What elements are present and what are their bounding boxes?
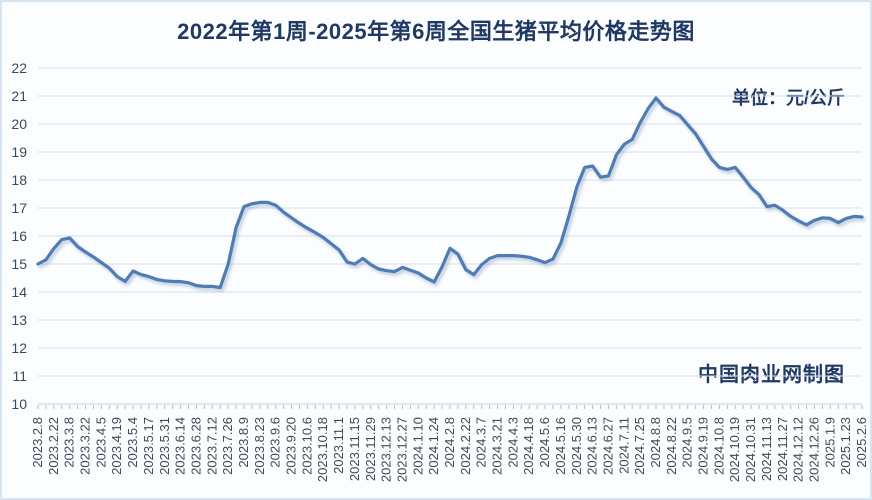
watermark-credit: 中国肉业网制图 <box>698 364 845 386</box>
y-axis-label: 16 <box>11 228 27 244</box>
x-axis-label: 2024.2.22 <box>458 417 473 475</box>
x-axis-label: 2024.7.25 <box>632 417 647 475</box>
y-axis-label: 18 <box>11 172 27 188</box>
x-axis-label: 2024.2.8 <box>442 417 457 468</box>
x-axis-label: 2024.1.10 <box>410 417 425 475</box>
unit-label: 单位：元/公斤 <box>731 88 845 108</box>
x-axis-label: 2023.8.23 <box>252 417 267 475</box>
x-axis-label: 2023.5.17 <box>141 417 156 475</box>
y-axis-label: 19 <box>11 144 27 160</box>
x-axis-label: 2023.10.18 <box>315 417 330 482</box>
x-axis-label: 2024.8.22 <box>664 417 679 475</box>
x-axis-label: 2024.12.26 <box>806 417 821 482</box>
x-axis-label: 2023.2.8 <box>30 417 45 468</box>
x-axis-label: 2023.4.5 <box>93 417 108 468</box>
x-axis-label: 2024.11.13 <box>759 417 774 481</box>
x-axis-label: 2024.5.30 <box>569 417 584 475</box>
x-axis-label: 2024.10.19 <box>727 417 742 482</box>
chart-title: 2022年第1周-2025年第6周全国生猪平均价格走势图 <box>177 19 695 44</box>
y-axis-label: 13 <box>11 312 27 328</box>
x-axis-label: 2023.4.19 <box>109 417 124 475</box>
y-axis-label: 17 <box>11 200 27 216</box>
x-axis-label: 2025.2.6 <box>854 417 869 468</box>
x-axis-label: 2023.9.6 <box>268 417 283 468</box>
x-axis-label: 2023.5.4 <box>125 417 140 468</box>
x-axis-label: 2023.11.1 <box>331 417 346 474</box>
x-axis-label: 2023.7.26 <box>220 417 235 475</box>
x-axis-label: 2023.7.12 <box>204 417 219 475</box>
x-axis-label: 2024.10.31 <box>743 417 758 482</box>
x-axis-label: 2024.6.13 <box>585 417 600 475</box>
x-axis-label: 2024.10.8 <box>711 417 726 475</box>
x-axis-label: 2023.12.27 <box>394 417 409 482</box>
x-axis-label: 2023.11.15 <box>347 417 362 481</box>
x-axis-label: 2024.4.18 <box>521 417 536 475</box>
x-axis-label: 2023.3.8 <box>62 417 77 468</box>
x-axis-label: 2023.12.13 <box>379 417 394 482</box>
y-axis-label: 14 <box>11 284 27 300</box>
y-axis-label: 22 <box>11 60 27 76</box>
y-axis-label: 15 <box>11 256 27 272</box>
x-axis-label: 2024.4.3 <box>505 417 520 468</box>
x-axis-label: 2023.5.31 <box>157 417 172 475</box>
x-axis-label: 2024.9.5 <box>680 417 695 468</box>
x-axis-label: 2025.1.23 <box>838 417 853 475</box>
price-line <box>36 96 864 290</box>
x-axis-label: 2023.6.14 <box>173 417 188 475</box>
x-axis-label: 2024.12.12 <box>791 417 806 482</box>
x-axis-label: 2023.10.6 <box>299 417 314 475</box>
x-axis-label: 2024.3.7 <box>474 417 489 468</box>
x-axis-label: 2023.6.28 <box>188 417 203 475</box>
x-axis-label: 2023.11.29 <box>363 417 378 481</box>
y-axis-label: 21 <box>11 88 27 104</box>
y-axis-label: 12 <box>11 340 27 356</box>
x-axis-label: 2024.6.27 <box>600 417 615 475</box>
x-axis-label: 2024.9.19 <box>696 417 711 475</box>
x-axis-label: 2023.9.20 <box>284 417 299 475</box>
x-axis-label: 2024.7.11 <box>616 417 631 474</box>
x-axis-label: 2024.5.6 <box>537 417 552 468</box>
x-axis-label: 2024.1.24 <box>426 417 441 475</box>
x-axis-label: 2024.8.8 <box>648 417 663 468</box>
x-axis-label: 2024.11.27 <box>775 417 790 481</box>
x-axis-label: 2023.8.9 <box>236 417 251 468</box>
x-axis-label: 2023.2.22 <box>46 417 61 475</box>
x-axis-label: 2025.1.9 <box>822 417 837 468</box>
y-axis-label: 20 <box>11 116 27 132</box>
x-axis-label: 2024.3.21 <box>490 417 505 475</box>
x-axis-label: 2024.5.16 <box>553 417 568 475</box>
x-axis-label: 2023.3.22 <box>78 417 93 475</box>
y-axis-label: 11 <box>12 368 27 384</box>
y-axis-label: 10 <box>11 396 27 412</box>
